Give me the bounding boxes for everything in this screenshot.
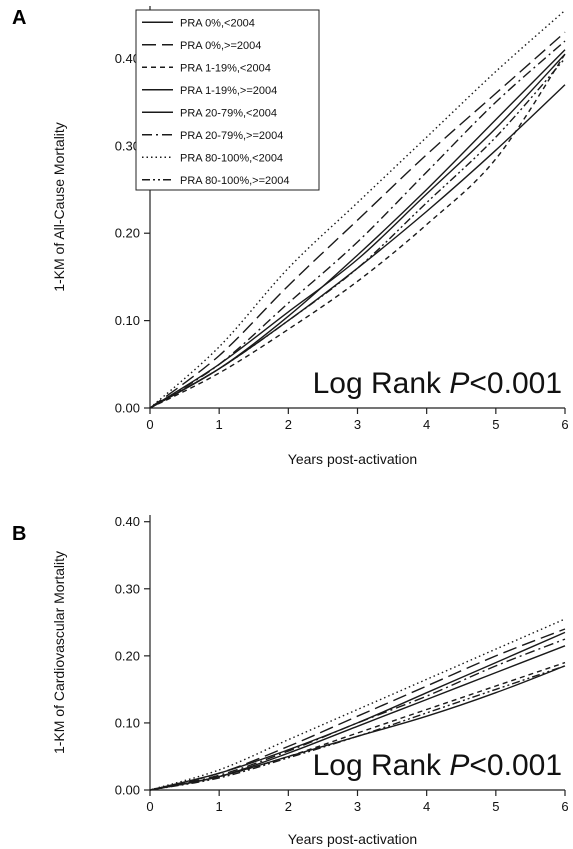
panel-a: A 0.00 0.10 0.20 0.30 0.40 0 1 2 3 4 5 6 Years post-a…: [12, 6, 569, 467]
x-axis-label: Years post-activation: [288, 451, 417, 467]
y-tick-label: 0.40: [115, 514, 140, 529]
x-tick-label: 0: [146, 417, 153, 432]
panel-letter: B: [12, 523, 26, 545]
legend: PRA 0%,<2004 PRA 0%,>=2004 PRA 1-19%,<2004…: [135, 9, 320, 191]
log-rank-annotation: Log Rank P<0.001: [313, 367, 562, 400]
series-line-8: [149, 665, 566, 791]
x-tick-label: 6: [561, 799, 568, 814]
series-line-3: [149, 53, 566, 409]
x-tick-label: 1: [216, 417, 223, 432]
y-tick-label: 0.00: [115, 401, 140, 416]
legend-box: [135, 9, 320, 191]
x-tick-label: 2: [285, 417, 292, 432]
y-axis-label: 1-KM of All-Cause Mortality: [51, 122, 67, 292]
x-tick-label: 0: [146, 799, 153, 814]
panel-b: B 0.00 0.10 0.20 0.30 0.40 0 1 2 3 4 5 6 Years post-a…: [12, 514, 569, 847]
x-tick-label: 4: [423, 417, 430, 432]
log-rank-annotation: Log Rank P<0.001: [313, 749, 562, 782]
series-line-8: [149, 57, 566, 409]
y-tick-label: 0.10: [115, 313, 140, 328]
y-tick-label: 0.10: [115, 715, 140, 730]
y-tick-label: 0.30: [115, 138, 140, 153]
legend-label: PRA 1-19%,<2004: [180, 62, 271, 74]
series-line-7: [149, 9, 566, 409]
x-tick-label: 1: [216, 799, 223, 814]
legend-label: PRA 80-100%,>=2004: [180, 175, 289, 187]
series-line-7: [149, 618, 566, 791]
x-axis-label: Years post-activation: [288, 831, 417, 847]
x-tick-label: 4: [423, 799, 430, 814]
series-line-5: [149, 631, 566, 791]
x-tick-label: 5: [492, 417, 499, 432]
series-line-2: [149, 31, 566, 409]
x-tick-label: 3: [354, 417, 361, 432]
y-tick-label: 0.20: [115, 648, 140, 663]
legend-label: PRA 1-19%,>=2004: [180, 85, 277, 97]
x-tick-label: 3: [354, 799, 361, 814]
legend-label: PRA 20-79%,<2004: [180, 107, 277, 119]
y-tick-label: 0.00: [115, 783, 140, 798]
x-tick-label: 5: [492, 799, 499, 814]
series-line-6: [149, 638, 566, 791]
series-line-6: [149, 40, 566, 409]
series-line-3: [149, 661, 566, 791]
y-tick-label: 0.30: [115, 581, 140, 596]
legend-label: PRA 20-79%,>=2004: [180, 130, 283, 142]
y-tick-label: 0.20: [115, 226, 140, 241]
x-tick-label: 6: [561, 417, 568, 432]
y-axis-label: 1-KM of Cardiovascular Mortality: [51, 551, 67, 754]
legend-label: PRA 0%,<2004: [180, 17, 255, 29]
x-tick-label: 2: [285, 799, 292, 814]
y-tick-label: 0.40: [115, 51, 140, 66]
legend-label: PRA 0%,>=2004: [180, 40, 261, 52]
legend-label: PRA 80-100%,<2004: [180, 152, 283, 164]
series-line-4: [149, 645, 566, 791]
panel-letter: A: [12, 7, 26, 29]
